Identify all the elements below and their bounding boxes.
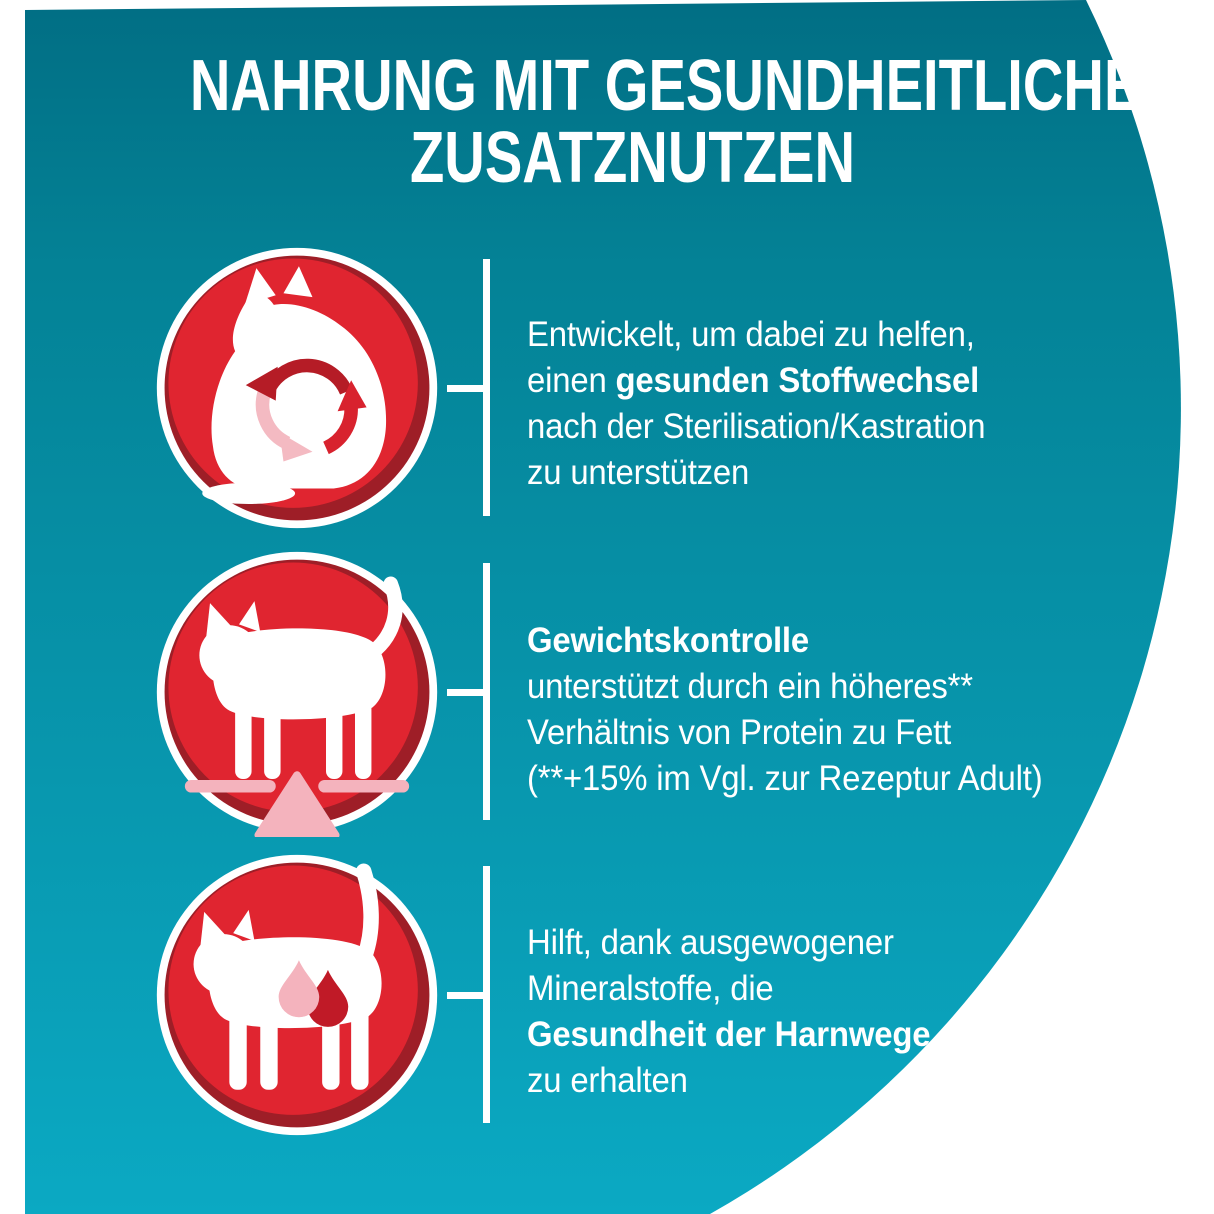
benefit-text-urinary-health: Hilft, dank ausgewogener Mineralstoffe, d… xyxy=(527,923,931,1100)
page-title-line-2: ZUSATZNUTZEN xyxy=(409,118,856,198)
connector-tick-3 xyxy=(447,992,490,999)
urinary-health-cat-icon xyxy=(152,850,442,1140)
connector-tick-1 xyxy=(447,385,490,392)
connector-tick-2 xyxy=(447,689,490,696)
benefit-text-metabolism: Entwickelt, um dabei zu helfen, einen ges… xyxy=(527,315,986,492)
metabolism-cat-icon xyxy=(152,243,442,533)
walking-cat-silhouette xyxy=(199,576,403,779)
balance-scale-shape xyxy=(184,771,410,837)
page-title: NAHRUNG MIT GESUNDHEITLICHEM ZUSATZNUTZE… xyxy=(189,46,1189,198)
page-title-line-1: NAHRUNG MIT GESUNDHEITLICHEM xyxy=(189,46,1189,126)
weight-control-cat-icon xyxy=(152,547,442,837)
metabolism-arrows xyxy=(245,358,367,462)
benefit-text-weight-control: Gewichtskontrolle unterstützt durch ein h… xyxy=(527,621,1043,798)
droplet-shapes xyxy=(278,960,349,1027)
